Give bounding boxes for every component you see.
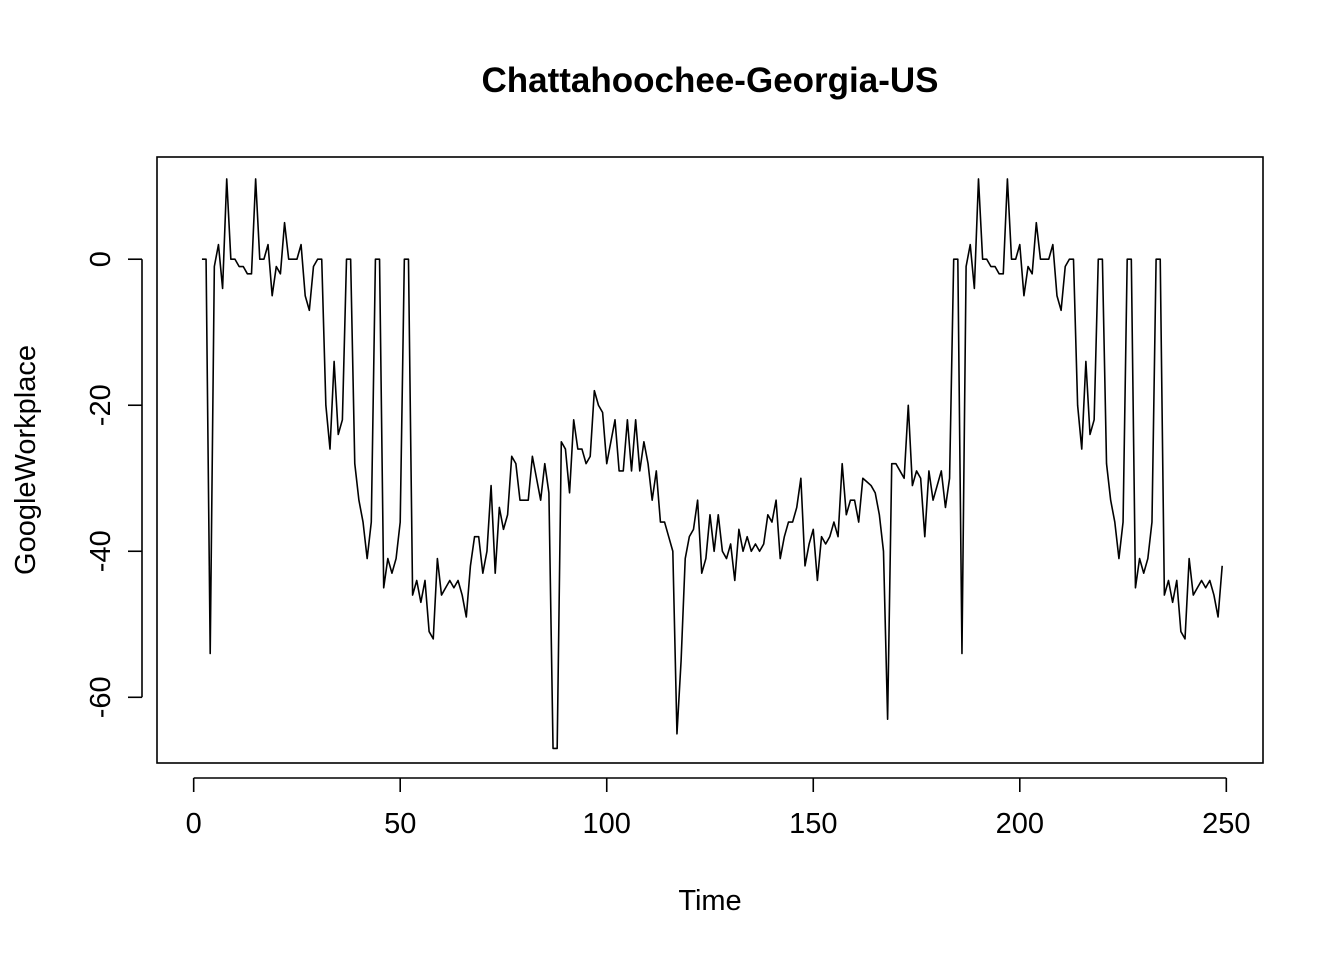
series-line (201, 178, 1223, 750)
x-tick-label: 0 (186, 808, 202, 840)
y-tick-label: -20 (85, 384, 117, 426)
x-tick-label: 200 (996, 808, 1044, 840)
y-axis: 0 -20 -40 -60 (85, 251, 143, 718)
x-axis-label: Time (678, 885, 741, 917)
x-tick-label: 250 (1202, 808, 1250, 840)
chart-title: Chattahoochee-Georgia-US (482, 61, 939, 100)
x-tick-label: 50 (384, 808, 416, 840)
y-axis-label: GoogleWorkplace (10, 345, 42, 575)
x-tick-label: 150 (789, 808, 837, 840)
series-group (201, 178, 1223, 750)
plot-frame (156, 156, 1264, 764)
y-tick-label: 0 (85, 251, 117, 267)
x-tick-label: 100 (583, 808, 631, 840)
y-tick-label: -60 (85, 676, 117, 718)
x-axis: 0 50 100 150 200 250 (186, 777, 1251, 840)
y-tick-label: -40 (85, 530, 117, 572)
